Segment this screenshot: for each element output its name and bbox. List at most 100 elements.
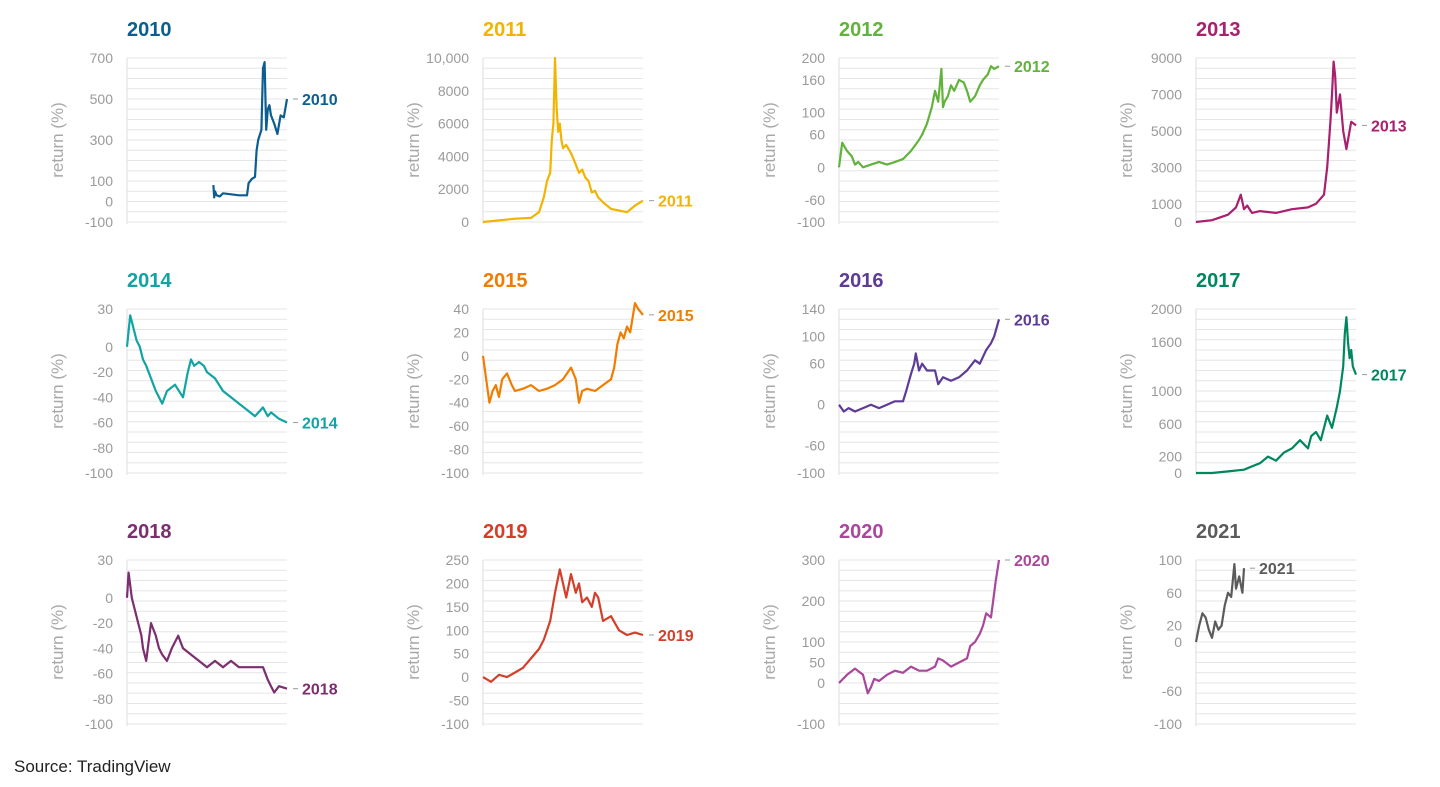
end-label: 2016 xyxy=(1014,312,1050,329)
y-tick-label: 1600 xyxy=(1151,334,1182,350)
y-tick-label: -60 xyxy=(93,666,113,682)
chart-panel-2017: 2017 2000 1600 1000 600 2000 return (%) 2017 xyxy=(1117,270,1407,481)
y-tick-label: -100 xyxy=(441,465,469,481)
y-tick-label: 0 xyxy=(1174,465,1182,481)
y-tick-label: 6000 xyxy=(438,116,469,132)
y-tick-label: 250 xyxy=(446,552,470,568)
y-tick-label: 140 xyxy=(802,301,826,317)
y-tick-label: 100 xyxy=(802,105,826,121)
y-tick-label: -60 xyxy=(93,415,113,431)
y-axis-title: return (%) xyxy=(1117,102,1136,178)
y-tick-label: 1000 xyxy=(1151,196,1182,212)
y-tick-label: 700 xyxy=(90,50,114,66)
y-tick-label: 0 xyxy=(817,397,825,413)
y-tick-label: 0 xyxy=(461,669,469,685)
chart-panel-2021: 2021 100 60 200 -60 -100 return (%) 2021 xyxy=(1117,521,1356,732)
series-line-2015 xyxy=(481,302,644,404)
y-tick-label: -40 xyxy=(93,389,113,405)
end-label: 2020 xyxy=(1014,553,1050,570)
chart-panel-2020: 2020 300 200 100 50 0 -100 return (%) 2020 xyxy=(760,521,1050,732)
series-line-2020 xyxy=(838,559,1001,695)
y-tick-label: -100 xyxy=(1154,716,1182,732)
series-line-2012 xyxy=(837,65,1000,169)
end-label: 2021 xyxy=(1259,561,1295,578)
y-tick-label: 60 xyxy=(809,127,825,143)
y-tick-label: 9000 xyxy=(1151,50,1182,66)
y-tick-label: -80 xyxy=(93,440,113,456)
y-axis-title: return (%) xyxy=(48,604,67,680)
y-tick-label: 0 xyxy=(461,214,469,230)
y-tick-label: 2000 xyxy=(438,181,469,197)
y-axis-title: return (%) xyxy=(760,604,779,680)
y-tick-label: 100 xyxy=(802,634,826,650)
y-tick-label: -80 xyxy=(93,691,113,707)
end-label: 2017 xyxy=(1371,368,1407,385)
y-tick-label: -100 xyxy=(85,716,113,732)
y-axis-title: return (%) xyxy=(1117,353,1136,429)
y-tick-label: 100 xyxy=(802,328,826,344)
y-axis-title: return (%) xyxy=(48,102,67,178)
y-tick-label: 0 xyxy=(105,590,113,606)
y-tick-label: -100 xyxy=(797,716,825,732)
y-tick-label: 5000 xyxy=(1151,123,1182,139)
y-tick-label: 0 xyxy=(461,348,469,364)
series-line-2013 xyxy=(1195,60,1357,224)
y-tick-label: 100 xyxy=(90,173,114,189)
y-tick-label: -50 xyxy=(449,693,469,709)
y-tick-label: 7000 xyxy=(1151,86,1182,102)
series-line-2016 xyxy=(838,319,1001,413)
chart-title: 2015 xyxy=(483,270,528,292)
chart-panel-2015: 2015 40 20 0 -20 -40 -60 -80 -100 return (%) 2015 xyxy=(404,270,694,481)
series-line-2017 xyxy=(1196,316,1358,475)
y-tick-label: 200 xyxy=(1159,449,1183,465)
chart-panel-2016: 2016 140 100 60 0 -60 -100 return (%) 2016 xyxy=(760,270,1050,481)
series-line-2010 xyxy=(212,60,289,199)
series-line-2011 xyxy=(482,56,644,224)
y-tick-label: 8000 xyxy=(438,83,469,99)
chart-panel-2012: 2012 200 160 100 60 0 -60 -100 return (%) 2012 xyxy=(760,19,1050,230)
y-tick-label: 30 xyxy=(97,552,113,568)
y-axis-title: return (%) xyxy=(404,604,423,680)
y-tick-label: -20 xyxy=(449,371,469,387)
end-label: 2014 xyxy=(302,416,338,433)
end-label: 2011 xyxy=(658,194,693,211)
y-tick-label: 20 xyxy=(1166,618,1182,634)
y-tick-label: -100 xyxy=(85,465,113,481)
y-tick-label: 60 xyxy=(1166,585,1182,601)
y-tick-label: 30 xyxy=(97,301,113,317)
y-tick-label: 0 xyxy=(105,339,113,355)
chart-panel-2013: 2013 9000 7000 5000 3000 1000 0 return (%) 2013 xyxy=(1117,19,1407,230)
y-tick-label: 0 xyxy=(105,194,113,210)
y-axis-title: return (%) xyxy=(48,353,67,429)
chart-title: 2016 xyxy=(839,270,884,292)
y-tick-label: 200 xyxy=(446,575,470,591)
y-tick-label: -60 xyxy=(805,438,825,454)
y-tick-label: -100 xyxy=(797,465,825,481)
source-note: Source: TradingView xyxy=(14,757,171,776)
y-tick-label: 200 xyxy=(802,593,826,609)
end-label: 2010 xyxy=(302,92,338,109)
y-tick-label: 150 xyxy=(446,599,470,615)
y-tick-label: 200 xyxy=(802,50,826,66)
y-tick-label: 4000 xyxy=(438,148,469,164)
y-tick-label: -60 xyxy=(449,418,469,434)
y-tick-label: 0 xyxy=(1174,214,1182,230)
y-tick-label: 0 xyxy=(817,675,825,691)
series-line-2021 xyxy=(1194,562,1246,643)
y-tick-label: -100 xyxy=(441,716,469,732)
y-tick-label: -60 xyxy=(805,192,825,208)
y-tick-label: 600 xyxy=(1159,416,1183,432)
y-tick-label: 300 xyxy=(90,132,114,148)
chart-title: 2010 xyxy=(127,19,172,41)
y-tick-label: -60 xyxy=(1162,683,1182,699)
chart-title: 2021 xyxy=(1196,521,1241,543)
y-tick-label: 0 xyxy=(1174,634,1182,650)
y-tick-label: 50 xyxy=(809,655,825,671)
chart-panel-2011: 2011 10,000 8000 6000 4000 2000 0 return (%) 201… xyxy=(404,19,693,230)
y-tick-label: -20 xyxy=(93,364,113,380)
y-tick-label: -20 xyxy=(93,615,113,631)
y-tick-label: -80 xyxy=(449,442,469,458)
y-axis-title: return (%) xyxy=(760,102,779,178)
y-axis-title: return (%) xyxy=(404,353,423,429)
y-tick-label: 10,000 xyxy=(426,50,469,66)
